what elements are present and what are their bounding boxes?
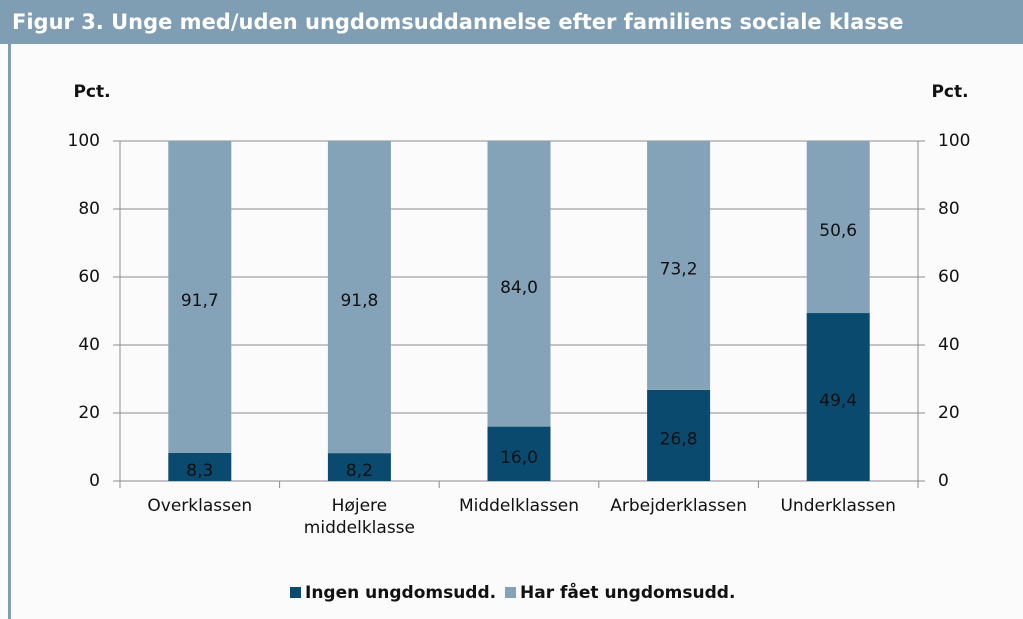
y2-tick-label: 60 [938,267,960,287]
panel-border [8,44,11,619]
legend-swatch [505,587,516,598]
y-tick-label: 60 [78,267,100,287]
y2-axis-label: Pct. [931,82,968,102]
x-tick-label: Overklassen [147,496,253,516]
data-label: 8,2 [346,461,373,481]
bar-segment [487,141,551,427]
y2-tick-label: 80 [938,199,960,219]
bar-segment [168,452,232,481]
data-label: 50,6 [819,221,857,241]
y-tick-label: 0 [89,471,100,491]
data-label: 26,8 [660,429,698,449]
y-tick-label: 20 [78,403,100,423]
data-label: 73,2 [660,259,698,279]
x-tick-label: Middelklassen [458,496,580,516]
y2-tick-label: 20 [938,403,960,423]
y2-tick-label: 100 [938,131,970,151]
bar-segment [327,141,391,454]
data-label: 8,3 [186,461,213,481]
y-tick-label: 40 [78,335,100,355]
x-tick-label: Højere middelklasse [303,496,415,538]
legend-swatch [290,587,301,598]
data-label: 91,8 [340,291,378,311]
bar-segment [806,141,870,314]
y2-tick-label: 40 [938,335,960,355]
data-label: 49,4 [819,391,857,411]
legend-label: Ingen ungdomsudd. [305,583,496,603]
bar-segment [168,141,232,453]
bar-segment [487,426,551,481]
y-tick-label: 100 [68,131,100,151]
y-axis-label: Pct. [73,82,110,102]
y2-tick-label: 0 [938,471,949,491]
bar-segment [647,389,711,481]
data-label: 84,0 [500,278,538,298]
bar-segment [647,141,711,390]
data-label: 91,7 [181,291,219,311]
data-label: 16,0 [500,448,538,468]
bar-segment [806,313,870,481]
bar-segment [327,453,391,481]
chart-title: Figur 3. Unge med/uden ungdomsuddannelse… [0,0,1023,44]
x-tick-label: Arbejderklassen [610,496,747,516]
y-tick-label: 80 [78,199,100,219]
legend-label: Har fået ungdomsudd. [520,581,735,603]
x-tick-label: Underklassen [780,496,896,516]
